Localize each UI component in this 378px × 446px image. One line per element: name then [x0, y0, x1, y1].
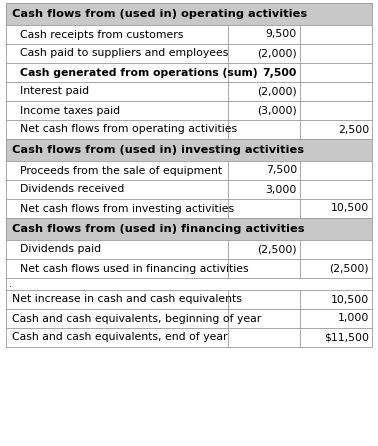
Bar	[6, 3, 372, 25]
Text: 7,500: 7,500	[266, 165, 297, 175]
Text: 9,500: 9,500	[266, 29, 297, 40]
Text: 10,500: 10,500	[331, 294, 369, 305]
Text: Cash paid to suppliers and employees: Cash paid to suppliers and employees	[20, 49, 228, 58]
Text: Proceeds from the sale of equipment: Proceeds from the sale of equipment	[20, 165, 222, 175]
Text: Net cash flows from operating activities: Net cash flows from operating activities	[20, 124, 237, 135]
Text: $11,500: $11,500	[324, 333, 369, 343]
Text: (2,500): (2,500)	[257, 244, 297, 255]
Text: Cash and cash equivalents, beginning of year: Cash and cash equivalents, beginning of …	[12, 314, 261, 323]
Text: Net cash flows used in financing activities: Net cash flows used in financing activit…	[20, 264, 249, 273]
Text: (2,000): (2,000)	[257, 87, 297, 96]
Text: 1,000: 1,000	[338, 314, 369, 323]
Text: Net cash flows from investing activities: Net cash flows from investing activities	[20, 203, 234, 214]
Text: Cash flows from (used in) financing activities: Cash flows from (used in) financing acti…	[12, 224, 305, 234]
Text: .: .	[9, 279, 12, 289]
Text: 7,500: 7,500	[263, 67, 297, 78]
Text: Dividends received: Dividends received	[20, 185, 124, 194]
Text: Interest paid: Interest paid	[20, 87, 89, 96]
Text: Cash flows from (used in) operating activities: Cash flows from (used in) operating acti…	[12, 9, 307, 19]
Bar	[6, 218, 372, 240]
Text: Cash receipts from customers: Cash receipts from customers	[20, 29, 183, 40]
Text: (3,000): (3,000)	[257, 106, 297, 116]
Text: 10,500: 10,500	[331, 203, 369, 214]
Text: Cash flows from (used in) investing activities: Cash flows from (used in) investing acti…	[12, 145, 304, 155]
Text: Cash generated from operations (sum): Cash generated from operations (sum)	[20, 67, 258, 78]
Text: 3,000: 3,000	[266, 185, 297, 194]
Text: (2,000): (2,000)	[257, 49, 297, 58]
Text: Income taxes paid: Income taxes paid	[20, 106, 120, 116]
Bar	[6, 139, 372, 161]
Text: Cash and cash equivalents, end of year: Cash and cash equivalents, end of year	[12, 333, 228, 343]
Text: Dividends paid: Dividends paid	[20, 244, 101, 255]
Text: 2,500: 2,500	[338, 124, 369, 135]
Text: (2,500): (2,500)	[329, 264, 369, 273]
Text: Net increase in cash and cash equivalents: Net increase in cash and cash equivalent…	[12, 294, 242, 305]
